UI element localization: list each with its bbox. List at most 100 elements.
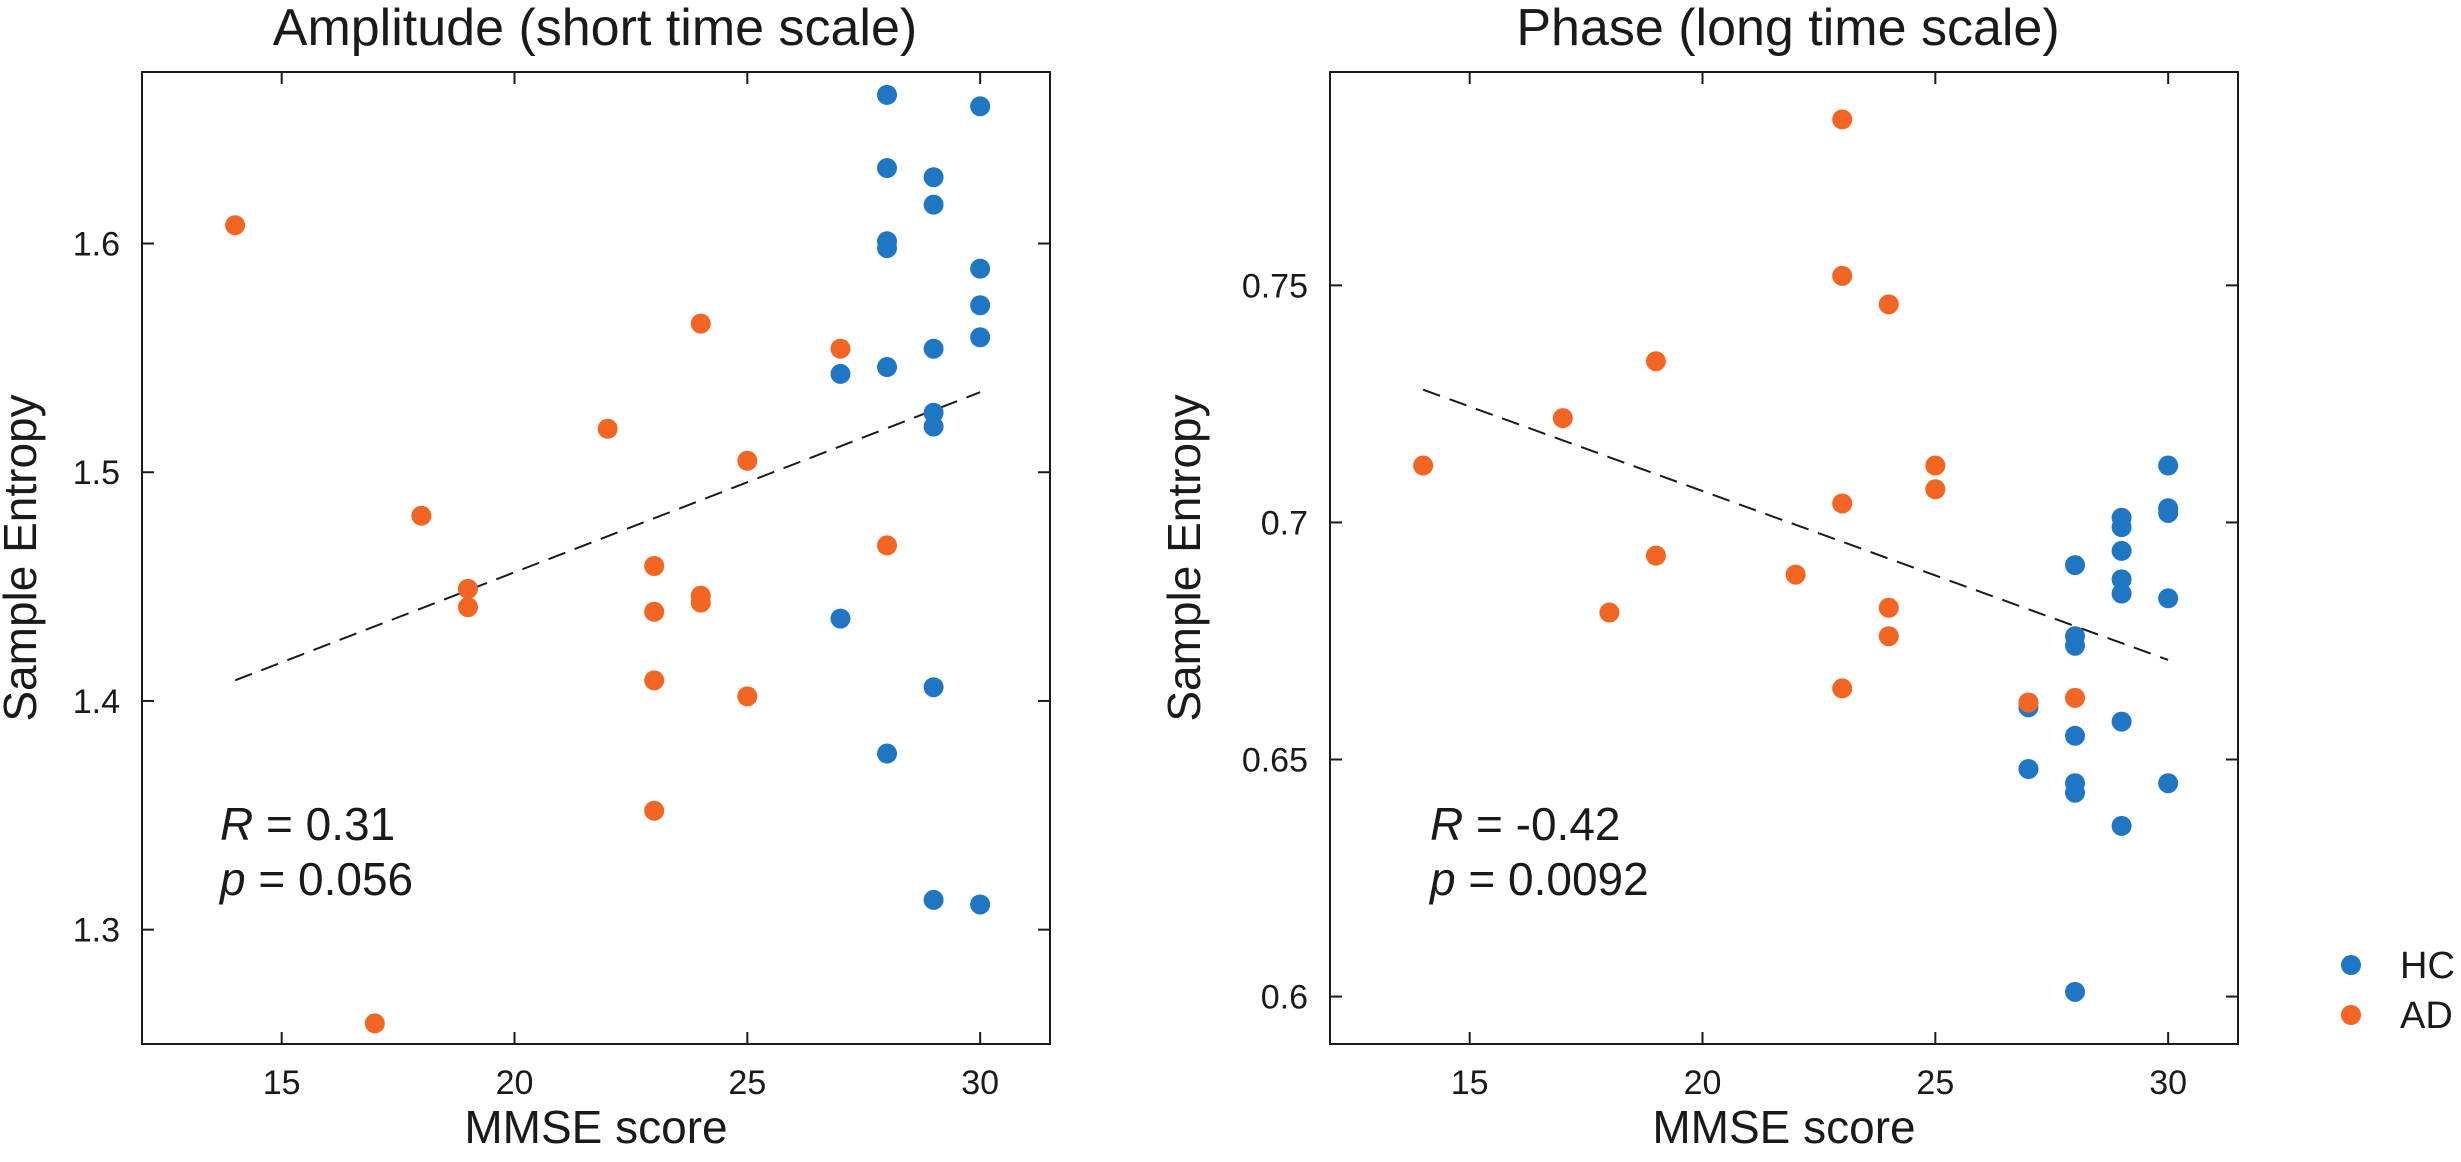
- data-point-ad: [1878, 626, 1899, 647]
- x-tick-label: 30: [961, 1064, 999, 1102]
- data-point-ad: [1832, 265, 1853, 286]
- data-point-hc: [2158, 588, 2179, 609]
- y-tick-label: 0.65: [1242, 742, 1308, 780]
- x-tick-label: 20: [496, 1064, 534, 1102]
- data-point-hc: [2158, 773, 2179, 794]
- r-value: = 0.31: [266, 798, 395, 850]
- data-point-ad: [1413, 455, 1434, 476]
- y-tick-label: 0.6: [1261, 979, 1308, 1017]
- plot-frame: [141, 71, 1051, 1045]
- data-point-hc: [2111, 569, 2132, 590]
- data-point-ad: [644, 601, 665, 622]
- legend-label-hc: HC: [2400, 945, 2455, 987]
- data-point-ad: [644, 800, 665, 821]
- data-point-hc: [877, 84, 898, 105]
- data-point-ad: [1832, 109, 1853, 130]
- data-point-ad: [1832, 493, 1853, 514]
- p-value: = 0.056: [258, 853, 413, 905]
- legend-marker-ad: [2341, 1005, 2361, 1025]
- data-point-hc: [970, 327, 991, 348]
- data-point-ad: [1645, 351, 1666, 372]
- data-point-hc: [2065, 725, 2086, 746]
- data-point-hc: [923, 338, 944, 359]
- p-value: = 0.0092: [1468, 853, 1648, 905]
- data-point-hc: [877, 158, 898, 179]
- legend: HC AD: [2341, 945, 2455, 1037]
- data-point-hc: [2065, 782, 2086, 803]
- data-point-ad: [225, 215, 246, 236]
- chart-title: Phase (long time scale): [1516, 0, 2059, 57]
- data-point-hc: [970, 295, 991, 316]
- data-point-hc: [923, 677, 944, 698]
- p-symbol: p: [1428, 853, 1456, 905]
- data-point-hc: [2111, 517, 2132, 538]
- x-tick-label: 15: [263, 1064, 301, 1102]
- data-point-hc: [923, 889, 944, 910]
- data-point-hc: [2065, 981, 2086, 1002]
- data-point-ad: [1552, 408, 1573, 429]
- axis-ticks: [142, 72, 1050, 1044]
- y-tick-label: 1.6: [73, 226, 120, 264]
- r-statistic: R = -0.42: [1430, 798, 1621, 850]
- data-point-ad: [1599, 602, 1620, 623]
- y-tick-labels: 1.3 1.4 1.5 1.6: [73, 226, 120, 950]
- legend-marker-hc: [2341, 955, 2361, 975]
- data-point-hc: [2065, 555, 2086, 576]
- data-point-hc: [923, 416, 944, 437]
- chart-title: Amplitude (short time scale): [273, 0, 917, 57]
- p-statistic: p = 0.0092: [1428, 853, 1649, 905]
- x-tick-label: 30: [2149, 1064, 2187, 1102]
- data-point-ad: [597, 418, 618, 439]
- data-point-ad: [737, 686, 758, 707]
- data-point-ad: [644, 556, 665, 577]
- data-point-hc: [970, 96, 991, 117]
- data-point-hc: [923, 194, 944, 215]
- r-symbol: R: [220, 798, 253, 850]
- phase-chart: Phase (long time scale) 15 20 25 30 0.6 0.65…: [1158, 0, 2239, 1153]
- y-tick-label: 0.75: [1242, 267, 1308, 305]
- data-point-ad: [364, 1013, 385, 1034]
- data-point-hc: [923, 402, 944, 423]
- data-point-ad: [2018, 692, 2039, 713]
- data-point-ad: [1785, 564, 1806, 585]
- y-tick-label: 1.3: [73, 912, 120, 950]
- x-axis-title: MMSE score: [464, 1101, 727, 1153]
- x-tick-label: 15: [1451, 1064, 1489, 1102]
- x-tick-labels: 15 20 25 30: [1451, 1064, 2187, 1102]
- regression-line: [1422, 388, 2169, 661]
- y-tick-label: 0.7: [1261, 504, 1308, 542]
- data-point-hc: [2158, 502, 2179, 523]
- data-point-hc: [923, 167, 944, 188]
- data-point-ad: [877, 535, 898, 556]
- legend-label-ad: AD: [2400, 995, 2453, 1037]
- axis-ticks: [1330, 72, 2238, 1044]
- data-point-hc: [877, 743, 898, 764]
- data-point-hc: [2018, 758, 2039, 779]
- data-point-ad: [1645, 545, 1666, 566]
- data-point-ad: [2065, 687, 2086, 708]
- plot-frame: [1329, 71, 2239, 1045]
- data-point-hc: [2111, 815, 2132, 836]
- y-axis-title: Sample Entropy: [0, 394, 46, 721]
- data-point-hc: [877, 238, 898, 259]
- data-point-ad: [830, 338, 851, 359]
- data-point-hc: [830, 363, 851, 384]
- r-value: = -0.42: [1476, 798, 1621, 850]
- data-point-ad: [1832, 678, 1853, 699]
- y-tick-label: 1.4: [73, 683, 120, 721]
- data-point-hc: [877, 357, 898, 378]
- regression-line: [234, 391, 981, 682]
- data-point-hc: [2111, 540, 2132, 561]
- r-symbol: R: [1430, 798, 1463, 850]
- data-point-ad: [411, 505, 432, 526]
- data-point-hc: [2111, 583, 2132, 604]
- r-statistic: R = 0.31: [220, 798, 395, 850]
- data-point-hc: [830, 608, 851, 629]
- x-axis-title: MMSE score: [1652, 1101, 1915, 1153]
- data-points: [1413, 109, 2179, 1002]
- data-point-hc: [970, 258, 991, 279]
- x-tick-labels: 15 20 25 30: [263, 1064, 999, 1102]
- p-symbol: p: [218, 853, 246, 905]
- data-point-ad: [457, 578, 478, 599]
